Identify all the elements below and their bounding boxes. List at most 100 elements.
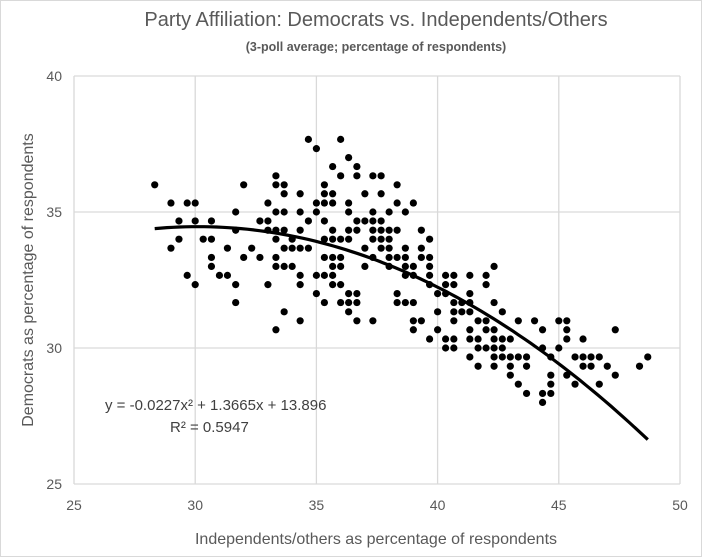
data-point bbox=[441, 281, 450, 289]
data-point bbox=[256, 253, 264, 262]
data-point bbox=[320, 235, 328, 243]
data-point bbox=[207, 253, 216, 262]
data-point bbox=[304, 244, 313, 252]
y-tick-label: 40 bbox=[46, 68, 62, 84]
data-point bbox=[280, 208, 288, 216]
data-point bbox=[320, 181, 328, 189]
data-point bbox=[345, 208, 353, 216]
data-point bbox=[579, 362, 587, 370]
data-point bbox=[490, 298, 498, 307]
data-point bbox=[393, 226, 401, 234]
data-point bbox=[296, 244, 304, 252]
data-point bbox=[312, 199, 320, 207]
data-point bbox=[329, 199, 337, 207]
data-point bbox=[563, 335, 571, 343]
data-point bbox=[232, 298, 240, 307]
data-point bbox=[490, 262, 498, 270]
data-point bbox=[482, 317, 490, 325]
data-point bbox=[426, 271, 434, 279]
data-point bbox=[280, 308, 288, 316]
data-point bbox=[563, 371, 571, 379]
data-point bbox=[522, 362, 531, 370]
data-point bbox=[296, 271, 304, 279]
data-point bbox=[304, 135, 313, 143]
data-point bbox=[450, 281, 458, 289]
data-point bbox=[377, 172, 385, 180]
data-point bbox=[353, 317, 361, 325]
data-point bbox=[345, 154, 353, 162]
data-point bbox=[353, 298, 361, 307]
data-point bbox=[401, 253, 409, 262]
data-point bbox=[361, 217, 369, 225]
data-point bbox=[441, 335, 450, 343]
data-point bbox=[571, 380, 579, 388]
data-point bbox=[482, 344, 490, 352]
data-point bbox=[296, 208, 304, 216]
data-point bbox=[223, 271, 232, 279]
data-point bbox=[312, 290, 320, 298]
y-tick-label: 30 bbox=[46, 340, 62, 356]
data-point bbox=[329, 262, 337, 270]
data-point bbox=[466, 271, 474, 279]
data-point bbox=[417, 244, 425, 252]
data-point bbox=[207, 262, 216, 270]
data-point bbox=[401, 244, 409, 252]
data-point bbox=[345, 298, 353, 307]
data-point bbox=[498, 353, 506, 361]
data-point bbox=[199, 235, 207, 243]
data-point bbox=[644, 353, 652, 361]
data-point bbox=[587, 362, 595, 370]
x-tick-label: 30 bbox=[187, 497, 203, 513]
data-point bbox=[595, 380, 603, 388]
data-point bbox=[175, 235, 183, 243]
data-point bbox=[191, 217, 199, 225]
data-point bbox=[474, 317, 482, 325]
y-tick-label: 25 bbox=[46, 476, 62, 492]
data-point bbox=[272, 172, 280, 180]
data-point bbox=[320, 199, 328, 207]
data-point bbox=[329, 271, 337, 279]
data-point bbox=[329, 235, 337, 243]
data-point bbox=[361, 262, 369, 270]
data-point bbox=[603, 362, 611, 370]
data-point bbox=[450, 317, 458, 325]
data-point bbox=[312, 145, 320, 153]
data-point bbox=[167, 199, 175, 207]
data-point bbox=[482, 271, 490, 279]
data-point bbox=[490, 326, 498, 334]
data-point bbox=[506, 353, 514, 361]
data-point bbox=[563, 326, 571, 334]
x-tick-label: 50 bbox=[672, 497, 688, 513]
data-point bbox=[296, 317, 304, 325]
data-point bbox=[320, 190, 328, 198]
data-point bbox=[304, 217, 313, 225]
data-point bbox=[385, 235, 393, 243]
data-point bbox=[296, 226, 304, 234]
data-point bbox=[369, 226, 377, 234]
data-point bbox=[353, 217, 361, 225]
data-point bbox=[458, 308, 466, 316]
data-point bbox=[272, 326, 280, 334]
data-point bbox=[280, 181, 288, 189]
data-point bbox=[498, 308, 506, 316]
data-point bbox=[320, 271, 328, 279]
data-point bbox=[426, 262, 434, 270]
data-point bbox=[369, 235, 377, 243]
data-point bbox=[232, 281, 240, 289]
data-point bbox=[337, 172, 345, 180]
data-point bbox=[482, 281, 490, 289]
data-point bbox=[337, 262, 345, 270]
data-point bbox=[393, 290, 401, 298]
data-point bbox=[232, 208, 240, 216]
data-point bbox=[409, 317, 417, 325]
data-point bbox=[345, 226, 353, 234]
data-point bbox=[538, 389, 547, 398]
data-point bbox=[434, 308, 442, 316]
data-point bbox=[450, 271, 458, 279]
data-point bbox=[353, 226, 361, 234]
data-point bbox=[409, 298, 417, 307]
data-point bbox=[474, 344, 482, 352]
data-point bbox=[611, 371, 619, 379]
x-tick-label: 45 bbox=[551, 497, 567, 513]
data-point bbox=[611, 326, 619, 334]
